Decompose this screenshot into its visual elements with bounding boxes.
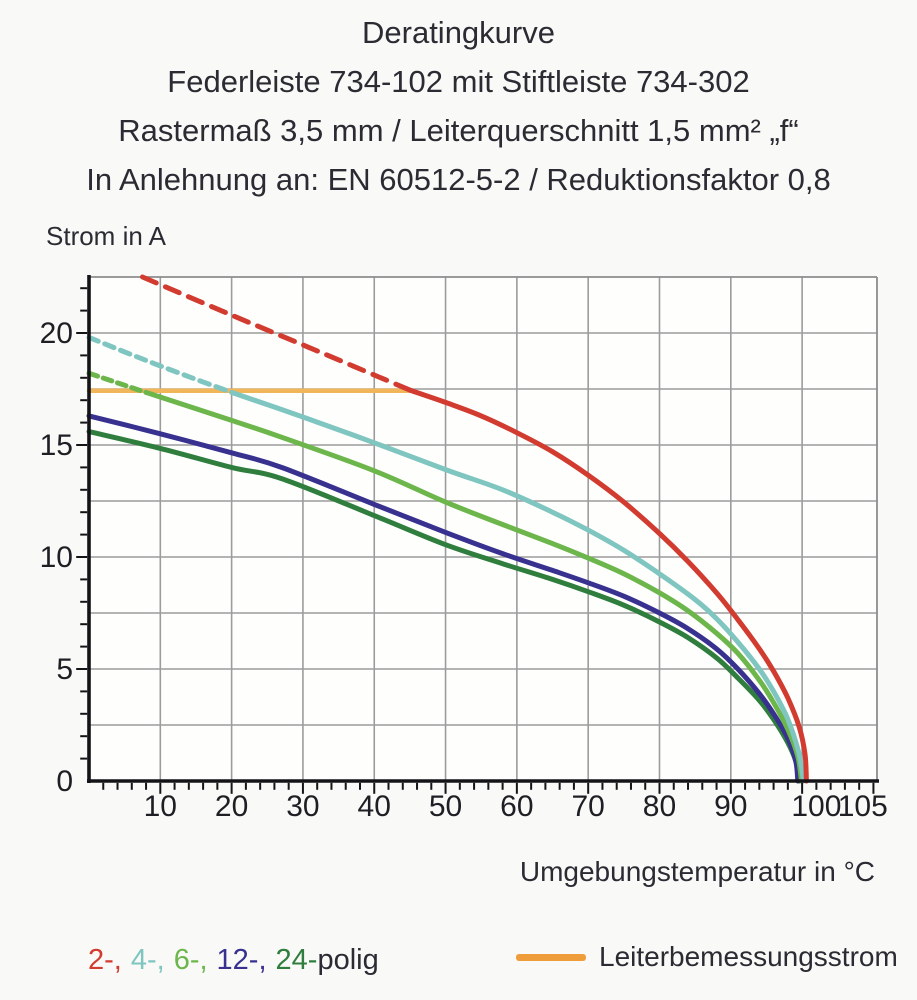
curve-2-polig-dashed: [140, 274, 413, 393]
x-tick-label: 20: [215, 790, 248, 823]
x-tick-label: 70: [571, 790, 604, 823]
x-tick-label: 80: [643, 790, 676, 823]
x-tick-label: 105: [838, 790, 888, 823]
curve-6-polig-dashed: [86, 370, 149, 395]
x-tick-label: 10: [144, 790, 177, 823]
y-axis-title: Strom in A: [46, 221, 166, 251]
title-line-2: Federleiste 734-102 mit Stiftleiste 734-…: [167, 64, 750, 99]
poles-legend: 2-, 4-, 6-, 12-, 24-polig: [88, 944, 379, 977]
y-tick-label: 15: [40, 429, 73, 462]
x-tick-label: 100: [791, 790, 841, 823]
x-tick-label: 50: [429, 790, 462, 823]
plot-background: [89, 277, 877, 781]
pole-label-2-polig: 2-,: [88, 944, 122, 976]
x-tick-label: 90: [714, 790, 747, 823]
x-axis-title: Umgebungstemperatur in °C: [519, 856, 875, 887]
chart-title-block: Deratingkurve Federleiste 734-102 mit St…: [0, 8, 917, 204]
rated-current-legend: Leiterbemessungsstrom: [516, 941, 898, 973]
y-tick-label: 0: [56, 765, 73, 798]
rated-current-line-swatch: [516, 953, 586, 961]
x-tick-label: 40: [358, 790, 391, 823]
curve-4-polig: [229, 389, 806, 784]
curve-24-polig: [86, 429, 802, 784]
y-tick-label: 10: [40, 541, 73, 574]
x-tick-label: 60: [500, 790, 533, 823]
curve-2-polig: [407, 387, 809, 784]
rated-current-label: Leiterbemessungsstrom: [599, 941, 898, 972]
pole-label-24-polig: 24-: [275, 944, 318, 976]
pole-label-12-polig: 12-,: [216, 944, 267, 976]
x-tick-label: 30: [286, 790, 319, 823]
y-tick-label: 20: [40, 317, 73, 350]
pole-label-4-polig: 4-,: [130, 944, 165, 976]
pole-label-6-polig: 6-,: [173, 944, 208, 976]
curve-4-polig-dashed: [86, 335, 235, 395]
title-line-4: In Anlehnung an: EN 60512-5-2 / Reduktio…: [86, 162, 831, 197]
poles-suffix: polig: [317, 944, 379, 976]
title-line-1: Deratingkurve: [362, 15, 555, 50]
curve-6-polig: [143, 389, 804, 784]
curve-12-polig: [86, 413, 801, 784]
y-tick-label: 5: [56, 653, 73, 686]
title-line-3: Rastermaß 3,5 mm / Leiterquerschnitt 1,5…: [118, 113, 799, 148]
